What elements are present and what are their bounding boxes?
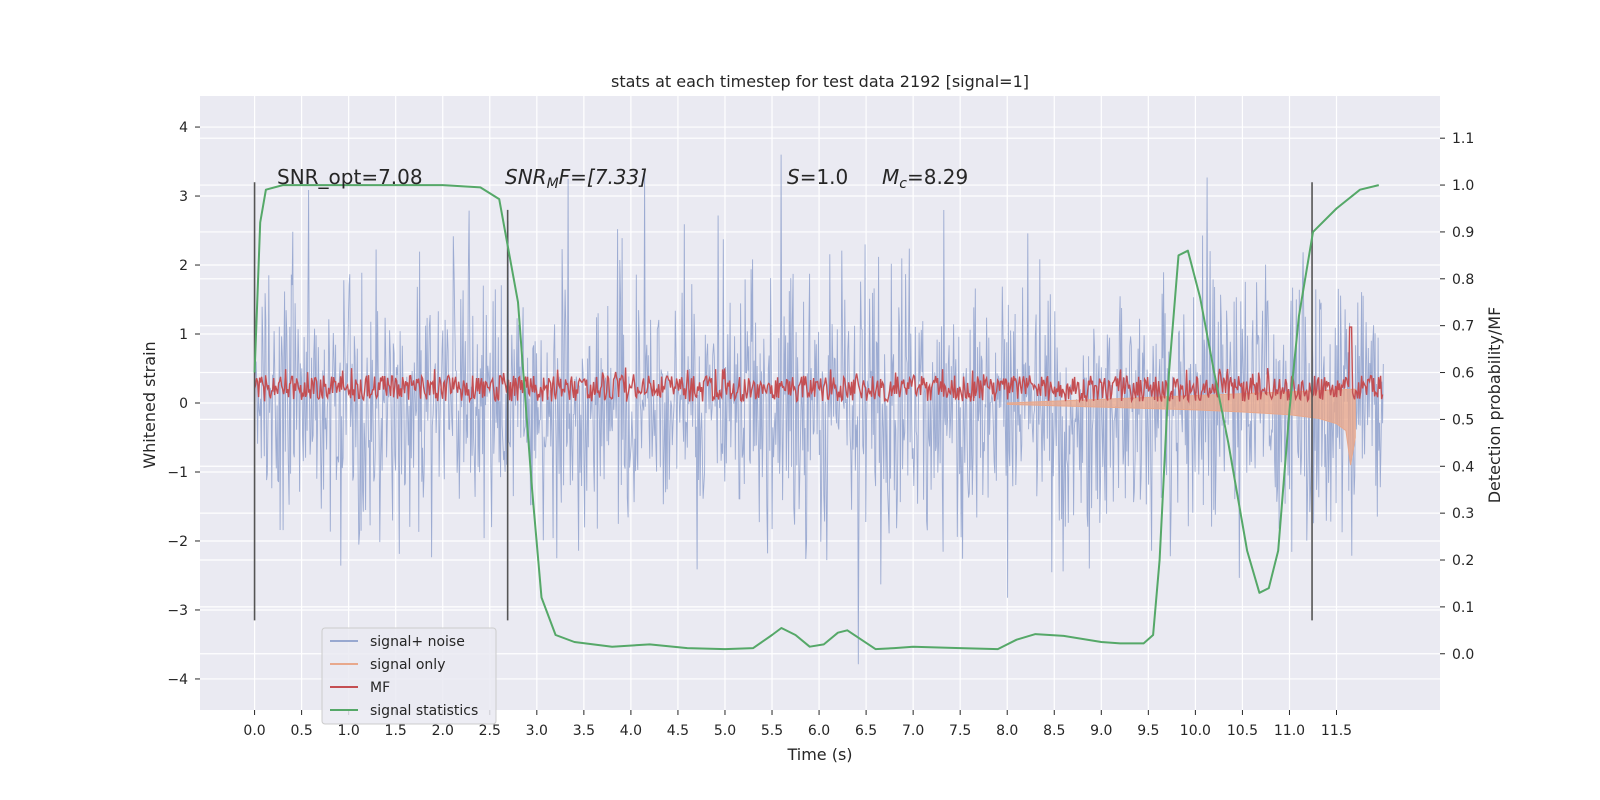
- x-tick-label: 11.5: [1321, 723, 1352, 739]
- x-tick-label: 8.5: [1043, 723, 1065, 739]
- annotation-snr-mf: SNRMF=[7.33]: [505, 165, 647, 192]
- signal-statistics-line: [253, 184, 1380, 651]
- y2-tick-label: 0.4: [1452, 459, 1474, 475]
- annotation-s-value: =1.0: [800, 165, 849, 189]
- annotation-mc: Mc=8.29: [882, 165, 968, 192]
- y2-tick-label: 0.0: [1452, 647, 1474, 663]
- legend-label-mf: MF: [370, 680, 390, 696]
- annotation-snr-mf-symbol: SNR: [505, 165, 547, 189]
- x-axis-label: Time (s): [786, 745, 852, 764]
- x-tick-label: 1.5: [385, 723, 407, 739]
- y-axis-label: Whitened strain: [140, 341, 159, 468]
- x-tick-label: 2.5: [479, 723, 501, 739]
- series-signal-statistics: [253, 184, 1380, 651]
- y-tick-label: 3: [179, 189, 188, 205]
- annotation-snr-opt: SNR_opt=7.08: [277, 165, 423, 189]
- x-tick-label: 3.5: [573, 723, 595, 739]
- y-tick-label: 1: [179, 327, 188, 343]
- y2-tick-label: 1.0: [1452, 178, 1474, 194]
- x-tick-label: 10.0: [1180, 723, 1211, 739]
- x-tick-label: 10.5: [1227, 723, 1258, 739]
- annotation-snr-mf-value: F=[7.33]: [559, 165, 647, 189]
- legend-label-signal-statistics: signal statistics: [370, 703, 478, 719]
- legend-box: [321, 627, 497, 725]
- annotation-mc-value: =8.29: [907, 165, 968, 189]
- annotation-mc-subscript: c: [899, 176, 907, 192]
- x-tick-label: 3.0: [526, 723, 548, 739]
- x-tick-label: 1.0: [338, 723, 360, 739]
- legend-label-signal-noise: signal+ noise: [370, 634, 465, 650]
- x-tick-label: 11.0: [1274, 723, 1305, 739]
- x-tick-label: 8.0: [996, 723, 1018, 739]
- x-tick-label: 5.5: [761, 723, 783, 739]
- y2-tick-label: 0.8: [1452, 272, 1474, 288]
- x-tick-label: 0.0: [243, 723, 265, 739]
- y-tick-label: 2: [179, 258, 188, 274]
- mf-line: [253, 326, 1384, 404]
- x-axis-ticks: 0.0 0.5 1.0 1.5 2.0 2.5 3.0 3.5 4.0 4.5 5.0 5.5 6.0 6…: [243, 710, 1352, 739]
- y2-tick-label: 0.7: [1452, 319, 1474, 335]
- x-tick-label: 9.5: [1137, 723, 1159, 739]
- y2-tick-label: 0.9: [1452, 225, 1474, 241]
- series-mf: [253, 326, 1384, 404]
- signal-only-area: [1006, 388, 1356, 466]
- x-tick-label: 5.0: [714, 723, 736, 739]
- annotation-mc-symbol: M: [882, 165, 899, 189]
- x-tick-label: 9.0: [1090, 723, 1112, 739]
- x-tick-label: 2.0: [432, 723, 454, 739]
- x-tick-label: 6.5: [855, 723, 877, 739]
- y2-tick-label: 0.2: [1452, 553, 1474, 569]
- x-tick-label: 4.0: [620, 723, 642, 739]
- y-tick-label: 4: [179, 120, 188, 136]
- x-tick-label: 7.5: [949, 723, 971, 739]
- annotation-s-symbol: S: [787, 165, 800, 189]
- chart-title: stats at each timestep for test data 219…: [611, 72, 1029, 91]
- y-tick-label: −3: [167, 603, 188, 619]
- y-tick-label: −4: [167, 672, 188, 688]
- signal-noise-line: [254, 154, 1384, 665]
- y2-tick-label: 0.1: [1452, 600, 1474, 616]
- y-axis-ticks: 4 3 2 1 0 −1 −2 −3 −4: [167, 120, 200, 688]
- legend-label-signal-only: signal only: [370, 657, 445, 673]
- x-tick-label: 7.0: [902, 723, 924, 739]
- y2-axis-label: Detection probability/MF: [1485, 307, 1504, 504]
- annotation-snr-mf-subscript: M: [547, 176, 559, 192]
- series-signal-noise: [254, 154, 1384, 665]
- y2-tick-label: 1.1: [1452, 131, 1474, 147]
- y2-axis-ticks: 1.1 1.0 0.9 0.8 0.7 0.6 0.5 0.4 0.3 0.2 0.1 0.0: [1440, 131, 1474, 663]
- y-tick-label: 0: [179, 396, 188, 412]
- x-tick-label: 4.5: [667, 723, 689, 739]
- x-tick-label: 6.0: [808, 723, 830, 739]
- y2-tick-label: 0.3: [1452, 506, 1474, 522]
- y-gridlines: [200, 126, 1440, 680]
- y2-tick-label: 0.5: [1452, 412, 1474, 428]
- y-tick-label: −2: [167, 534, 188, 550]
- marker-vertical-lines: [253, 182, 1313, 621]
- x-tick-label: 0.5: [290, 723, 312, 739]
- series-signal-only: [1006, 388, 1356, 466]
- annotation-s: S=1.0: [787, 165, 848, 189]
- legend: signal+ noise signal only MF signal stat…: [321, 627, 497, 725]
- y-tick-label: −1: [167, 465, 188, 481]
- y2-tick-label: 0.6: [1452, 366, 1474, 382]
